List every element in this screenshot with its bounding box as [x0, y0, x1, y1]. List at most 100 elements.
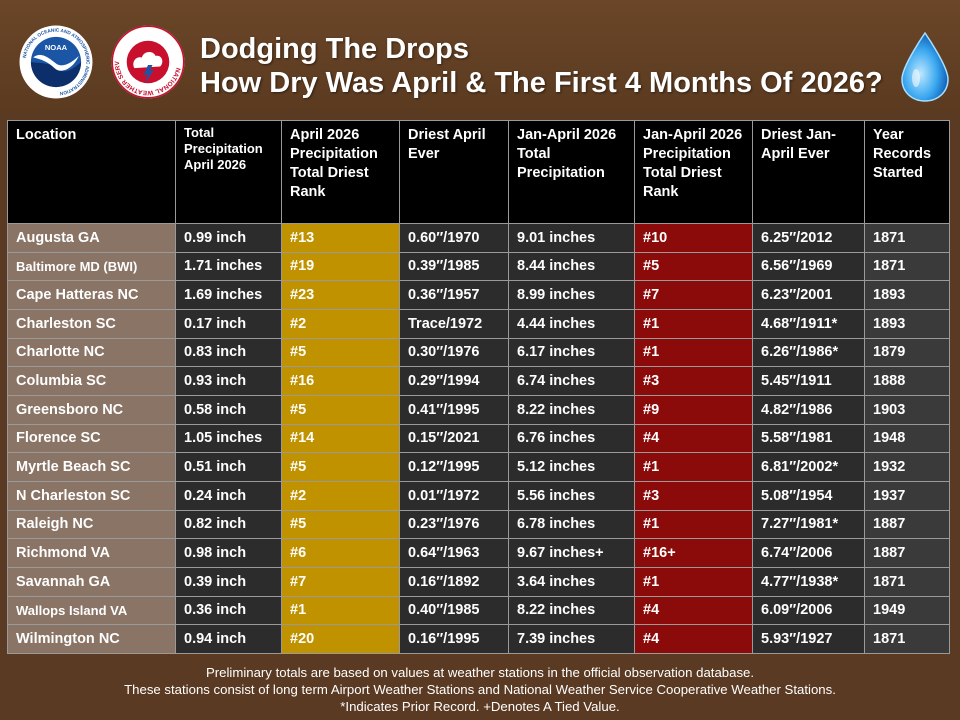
table-body: Augusta GA 0.99 inch #13 0.60″/1970 9.01 inc… [7, 223, 950, 654]
cell-location: Charlotte NC [7, 337, 176, 368]
cell-location: Augusta GA [7, 223, 176, 253]
cell-jan-april-rank: #16+ [634, 538, 753, 568]
cell-location: Wilmington NC [7, 624, 176, 654]
table-row: N Charleston SC 0.24 inch #2 0.01″/1972 5.56… [7, 480, 950, 511]
cell-april-total: 0.58 inch [175, 394, 282, 425]
cell-jan-april-total: 9.01 inches [508, 223, 635, 253]
cell-location: Cape Hatteras NC [7, 280, 176, 310]
cell-location: Raleigh NC [7, 509, 176, 540]
cell-year-started: 1893 [864, 280, 950, 310]
cell-driest-april: 0.41″/1995 [399, 394, 509, 425]
table-row: Florence SC 1.05 inches #14 0.15″/2021 6.76 … [7, 423, 950, 454]
cell-april-rank: #23 [281, 280, 400, 310]
cell-year-started: 1887 [864, 538, 950, 568]
cell-year-started: 1932 [864, 452, 950, 482]
table-row: Augusta GA 0.99 inch #13 0.60″/1970 9.01 inc… [7, 223, 950, 253]
table-row: Myrtle Beach SC 0.51 inch #5 0.12″/1995 5.12… [7, 452, 950, 482]
header-year-started: Year Records Started [864, 120, 950, 224]
noaa-logo: NOAA NATIONAL OCEANIC AND ATMOSPHERIC AD… [19, 25, 93, 99]
cell-year-started: 1871 [864, 624, 950, 654]
cell-jan-april-total: 8.99 inches [508, 280, 635, 310]
header-april-rank: April 2026 Precipitation Total Driest Ra… [281, 120, 400, 224]
cell-april-total: 0.93 inch [175, 366, 282, 396]
cell-year-started: 1937 [864, 480, 950, 511]
cell-driest-april: 0.60″/1970 [399, 223, 509, 253]
cell-jan-april-rank: #7 [634, 280, 753, 310]
cell-driest-april: 0.16″/1995 [399, 624, 509, 654]
cell-driest-jan-april: 6.25″/2012 [752, 223, 865, 253]
cell-jan-april-rank: #3 [634, 480, 753, 511]
cell-jan-april-rank: #9 [634, 394, 753, 425]
cell-driest-jan-april: 6.81″/2002* [752, 452, 865, 482]
cell-driest-jan-april: 4.77″/1938* [752, 566, 865, 597]
cell-driest-jan-april: 7.27″/1981* [752, 509, 865, 540]
cell-jan-april-total: 9.67 inches+ [508, 538, 635, 568]
cell-april-rank: #2 [281, 480, 400, 511]
footer-line-2: These stations consist of long term Airp… [124, 682, 836, 697]
cell-jan-april-total: 5.12 inches [508, 452, 635, 482]
cell-jan-april-total: 6.17 inches [508, 337, 635, 368]
header-driest-jan-april: Driest Jan-April Ever [752, 120, 865, 224]
header-banner: NOAA NATIONAL OCEANIC AND ATMOSPHERIC AD… [0, 0, 960, 115]
cell-driest-april: 0.30″/1976 [399, 337, 509, 368]
cell-driest-jan-april: 5.58″/1981 [752, 423, 865, 454]
cell-april-total: 0.24 inch [175, 480, 282, 511]
cell-driest-april: Trace/1972 [399, 308, 509, 339]
cell-jan-april-rank: #3 [634, 366, 753, 396]
table-row: Charleston SC 0.17 inch #2 Trace/1972 4.44 i… [7, 308, 950, 339]
table-row: Cape Hatteras NC 1.69 inches #23 0.36″/1957… [7, 280, 950, 310]
cell-april-total: 1.71 inches [175, 251, 282, 282]
cell-jan-april-rank: #4 [634, 595, 753, 626]
cell-jan-april-total: 3.64 inches [508, 566, 635, 597]
header-driest-april: Driest April Ever [399, 120, 509, 224]
cell-driest-jan-april: 6.23″/2001 [752, 280, 865, 310]
table-row: Wallops Island VA 0.36 inch #1 0.40″/1985 8.… [7, 595, 950, 626]
cell-jan-april-total: 6.78 inches [508, 509, 635, 540]
footer-line-3: *Indicates Prior Record. +Denotes A Tied… [340, 699, 620, 714]
cell-april-total: 0.99 inch [175, 223, 282, 253]
table-row: Wilmington NC 0.94 inch #20 0.16″/1995 7.39 … [7, 624, 950, 654]
cell-driest-april: 0.29″/1994 [399, 366, 509, 396]
title-line-1: Dodging The Drops [200, 33, 470, 65]
cell-location: Wallops Island VA [7, 595, 176, 626]
cell-april-rank: #5 [281, 394, 400, 425]
cell-driest-jan-april: 6.09″/2006 [752, 595, 865, 626]
cell-april-rank: #13 [281, 223, 400, 253]
table-row: Columbia SC 0.93 inch #16 0.29″/1994 6.74 in… [7, 366, 950, 396]
cell-april-rank: #1 [281, 595, 400, 626]
cell-april-rank: #20 [281, 624, 400, 654]
cell-driest-april: 0.36″/1957 [399, 280, 509, 310]
cell-driest-april: 0.12″/1995 [399, 452, 509, 482]
cell-year-started: 1903 [864, 394, 950, 425]
cell-jan-april-total: 8.22 inches [508, 595, 635, 626]
cell-year-started: 1949 [864, 595, 950, 626]
cell-april-total: 1.05 inches [175, 423, 282, 454]
cell-location: Myrtle Beach SC [7, 452, 176, 482]
cell-april-total: 0.36 inch [175, 595, 282, 626]
cell-jan-april-rank: #1 [634, 566, 753, 597]
cell-jan-april-rank: #1 [634, 509, 753, 540]
cell-april-total: 0.98 inch [175, 538, 282, 568]
footer-notes: Preliminary totals are based on values a… [0, 664, 960, 715]
cell-driest-april: 0.15″/2021 [399, 423, 509, 454]
nws-logo: NATIONAL WEATHER SERVICE [110, 24, 185, 99]
cell-driest-april: 0.01″/1972 [399, 480, 509, 511]
header-april-total: Total Precipitation April 2026 [175, 120, 282, 224]
cell-jan-april-rank: #5 [634, 251, 753, 282]
cell-april-rank: #6 [281, 538, 400, 568]
cell-year-started: 1893 [864, 308, 950, 339]
cell-jan-april-rank: #4 [634, 423, 753, 454]
cell-driest-april: 0.16″/1892 [399, 566, 509, 597]
cell-jan-april-total: 7.39 inches [508, 624, 635, 654]
cell-april-rank: #19 [281, 251, 400, 282]
cell-location: Richmond VA [7, 538, 176, 568]
cell-april-rank: #14 [281, 423, 400, 454]
cell-april-total: 1.69 inches [175, 280, 282, 310]
cell-jan-april-total: 6.74 inches [508, 366, 635, 396]
cell-location: Florence SC [7, 423, 176, 454]
cell-driest-jan-april: 6.26″/1986* [752, 337, 865, 368]
cell-driest-jan-april: 5.93″/1927 [752, 624, 865, 654]
cell-april-rank: #5 [281, 337, 400, 368]
page-title: Dodging The Drops How Dry Was April & Th… [200, 32, 883, 100]
cell-jan-april-rank: #1 [634, 452, 753, 482]
